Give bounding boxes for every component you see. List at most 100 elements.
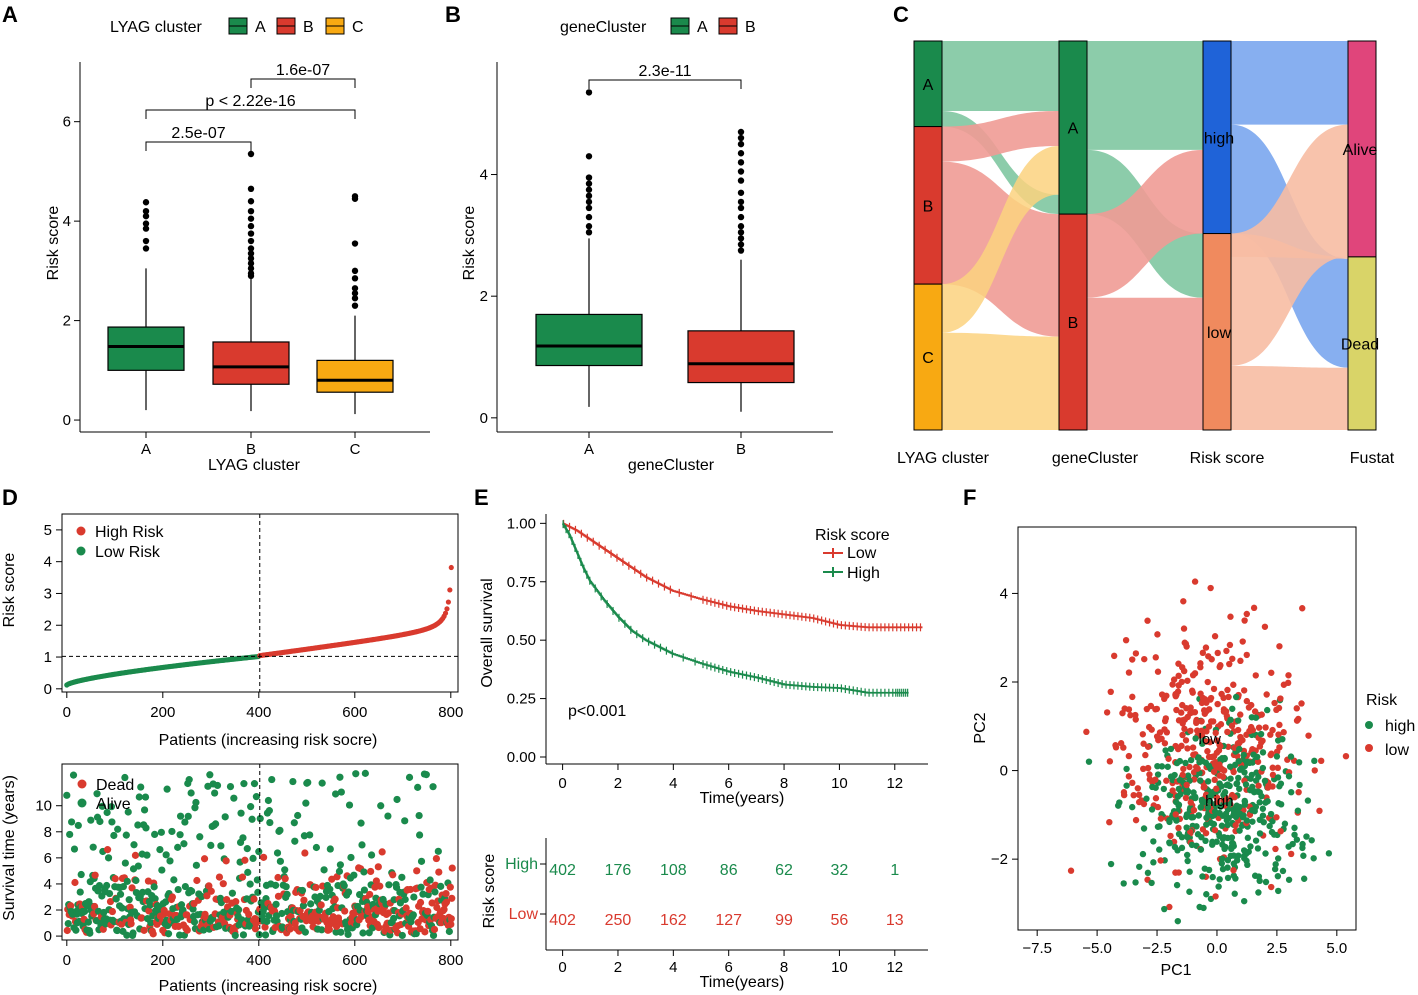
- d-bottom-point-dead: [203, 892, 211, 900]
- pca-point-low: [1211, 776, 1218, 784]
- d-bottom-point-alive: [151, 830, 159, 838]
- box-a-ytick-label: 0: [63, 412, 71, 429]
- box-b-outlier: [737, 247, 745, 254]
- legend-title-f: Risk: [1366, 692, 1398, 709]
- sankey-node-label: B: [1068, 315, 1079, 332]
- pca-point-low: [1167, 832, 1174, 840]
- d-bottom-point-alive: [249, 854, 257, 863]
- d-bottom-point-dead: [238, 873, 247, 881]
- box-a-outlier: [247, 198, 255, 205]
- pca-point-low: [1187, 799, 1194, 806]
- d-bottom-point-alive: [239, 834, 247, 842]
- d-bottom-point-alive: [352, 770, 360, 778]
- pca-point-high: [1216, 832, 1223, 840]
- d-bottom-point-alive: [246, 880, 254, 888]
- table-xtick-label: 12: [886, 959, 903, 976]
- pca-point-high: [1255, 889, 1262, 896]
- pca-point-low: [1178, 709, 1185, 716]
- pca-point-low: [1212, 729, 1219, 737]
- pca-point-high: [1190, 789, 1197, 796]
- d-bottom-point-alive: [123, 877, 131, 885]
- pca-point-low: [1199, 649, 1207, 657]
- pca-point-high: [1271, 865, 1279, 873]
- pca-point-low: [1157, 815, 1165, 822]
- pca-point-low: [1119, 709, 1126, 717]
- d-bottom-xtick-label: 0: [63, 952, 71, 969]
- table-cell: 62: [775, 862, 793, 879]
- box-a-comparison-bracket: [145, 141, 252, 151]
- d-bottom-point-alive: [294, 811, 302, 820]
- pca-point-low: [1240, 687, 1248, 694]
- d-bottom-point-dead: [91, 902, 99, 911]
- d-bottom-point-alive: [393, 795, 401, 804]
- pca-point-high: [1209, 838, 1216, 846]
- f-ytick-label: −2: [991, 851, 1008, 868]
- d-bottom-point-dead: [372, 877, 380, 885]
- pca-point-high: [1224, 781, 1231, 788]
- d-bottom-point-alive: [163, 785, 171, 793]
- d-bottom-point-alive: [108, 818, 116, 826]
- d-bottom-point-alive: [276, 826, 284, 834]
- box-a-box-A: [107, 326, 185, 371]
- d-bottom-point-dead: [200, 855, 209, 863]
- legend-label-b-B: B: [745, 19, 756, 36]
- pca-point-high: [1247, 843, 1254, 850]
- pca-point-high: [1233, 780, 1241, 787]
- d-bottom-point-alive: [157, 828, 165, 836]
- pca-point-high: [1285, 773, 1293, 780]
- pca-point-high: [1178, 844, 1186, 852]
- panel-f-ylabel: PC2: [972, 712, 989, 743]
- sankey-node-Dead: [1347, 256, 1377, 431]
- d-bottom-point-alive: [121, 773, 129, 782]
- pca-point-high: [1262, 799, 1269, 806]
- panel-b-xlabel: geneCluster: [628, 457, 715, 474]
- pca-point-low: [1154, 668, 1162, 675]
- box-b-outlier: [737, 189, 745, 196]
- pca-point-high: [1218, 783, 1225, 790]
- pca-point-low: [1179, 771, 1186, 779]
- pca-point-high: [1235, 758, 1242, 765]
- d-bottom-point-alive: [255, 848, 263, 856]
- box-a-outlier: [247, 270, 255, 277]
- d-bottom-point-alive: [254, 888, 262, 896]
- box-b-outlier: [737, 241, 745, 248]
- d-bottom-point-dead: [168, 893, 176, 901]
- d-bottom-point-dead: [389, 871, 397, 879]
- pca-point-low: [1269, 771, 1277, 779]
- pca-point-low: [1181, 716, 1188, 723]
- table-cell: 32: [831, 862, 849, 879]
- pca-point-low: [1163, 777, 1170, 784]
- d-bottom-point-alive: [213, 781, 222, 790]
- pca-point-high: [1311, 757, 1318, 765]
- d-bottom-point-alive: [116, 890, 125, 898]
- sankey-node-high: [1202, 40, 1232, 235]
- d-bottom-point-alive: [276, 857, 284, 865]
- pca-point-high: [1193, 823, 1200, 830]
- pca-point-low: [1193, 717, 1200, 725]
- sankey-node-A: [1058, 40, 1088, 215]
- e-xtick-label: 4: [669, 775, 677, 792]
- box-a-outlier: [247, 185, 255, 193]
- pca-point-low: [1205, 653, 1212, 660]
- d-bottom-point-alive: [130, 841, 138, 849]
- d-bottom-point-alive: [340, 882, 348, 890]
- d-bottom-point-alive: [282, 883, 290, 891]
- pca-point-high: [1210, 820, 1218, 828]
- d-top-ytick-label: 1: [44, 649, 52, 666]
- pca-point-low: [1280, 729, 1287, 736]
- pca-point-low: [1172, 811, 1179, 818]
- d-bottom-point-alive: [64, 919, 72, 928]
- d-bottom-point-alive: [164, 930, 173, 938]
- pca-point-low: [1275, 731, 1282, 738]
- sankey-node-label: high: [1204, 130, 1234, 147]
- d-bottom-point-dead: [317, 901, 325, 909]
- d-bottom-point-alive: [231, 931, 239, 940]
- pca-point-low: [1218, 690, 1225, 698]
- pca-point-low: [1273, 706, 1280, 714]
- pca-point-low: [1255, 724, 1263, 731]
- pca-point-high: [1236, 785, 1243, 793]
- pca-point-low: [1161, 740, 1169, 747]
- sankey-flow: [942, 41, 1059, 112]
- pca-point-high: [1235, 774, 1242, 782]
- sankey-node-label: Dead: [1341, 336, 1379, 353]
